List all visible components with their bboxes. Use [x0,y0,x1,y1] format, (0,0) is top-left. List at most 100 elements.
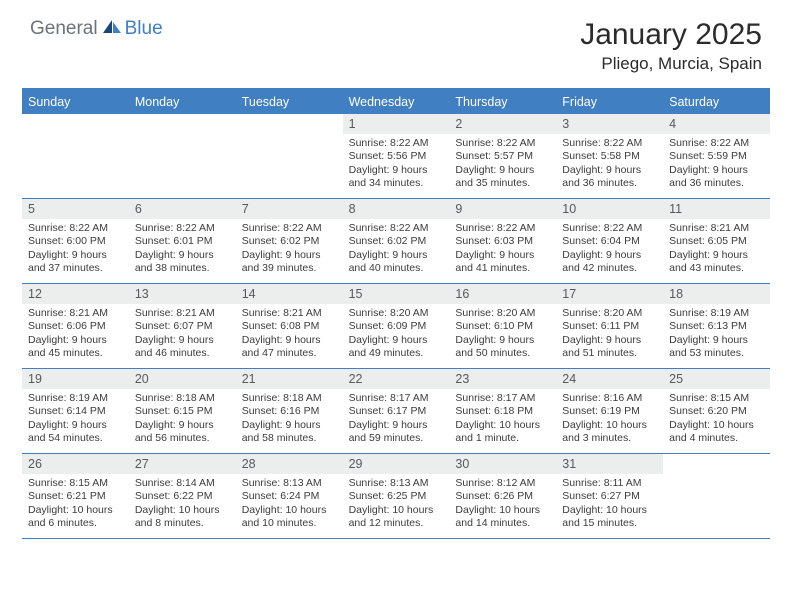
day-number: 5 [22,199,129,219]
day-cell: 14Sunrise: 8:21 AMSunset: 6:08 PMDayligh… [236,284,343,368]
weekday-header: Sunday [22,90,129,114]
day-info: Sunrise: 8:22 AMSunset: 5:57 PMDaylight:… [453,137,552,191]
info-line: and 59 minutes. [349,432,444,445]
day-info: Sunrise: 8:21 AMSunset: 6:08 PMDaylight:… [240,307,339,361]
weekday-header: Tuesday [236,90,343,114]
info-line: and 42 minutes. [562,262,657,275]
info-line: Daylight: 9 hours [562,164,657,177]
info-line: Sunset: 6:13 PM [669,320,764,333]
day-cell: 31Sunrise: 8:11 AMSunset: 6:27 PMDayligh… [556,454,663,538]
day-info: Sunrise: 8:13 AMSunset: 6:25 PMDaylight:… [347,477,446,531]
day-cell: 6Sunrise: 8:22 AMSunset: 6:01 PMDaylight… [129,199,236,283]
info-line: and 54 minutes. [28,432,123,445]
day-cell: 18Sunrise: 8:19 AMSunset: 6:13 PMDayligh… [663,284,770,368]
info-line: Sunset: 6:21 PM [28,490,123,503]
info-line: Daylight: 10 hours [669,419,764,432]
info-line: Daylight: 9 hours [242,334,337,347]
info-line: and 51 minutes. [562,347,657,360]
day-cell: 10Sunrise: 8:22 AMSunset: 6:04 PMDayligh… [556,199,663,283]
day-info: Sunrise: 8:13 AMSunset: 6:24 PMDaylight:… [240,477,339,531]
day-number: 2 [449,114,556,134]
info-line: and 34 minutes. [349,177,444,190]
day-number: 17 [556,284,663,304]
info-line: Sunset: 6:22 PM [135,490,230,503]
day-info: Sunrise: 8:18 AMSunset: 6:16 PMDaylight:… [240,392,339,446]
info-line: and 36 minutes. [562,177,657,190]
info-line: and 53 minutes. [669,347,764,360]
info-line: Daylight: 9 hours [669,334,764,347]
day-number: 8 [343,199,450,219]
info-line: and 3 minutes. [562,432,657,445]
info-line: Sunset: 6:15 PM [135,405,230,418]
weekday-header: Saturday [663,90,770,114]
info-line: Daylight: 9 hours [349,249,444,262]
info-line: Daylight: 9 hours [242,249,337,262]
day-cell: 20Sunrise: 8:18 AMSunset: 6:15 PMDayligh… [129,369,236,453]
day-number: 16 [449,284,556,304]
day-number: 3 [556,114,663,134]
info-line: Daylight: 10 hours [455,504,550,517]
day-number: 15 [343,284,450,304]
day-info: Sunrise: 8:22 AMSunset: 5:58 PMDaylight:… [560,137,659,191]
info-line: Daylight: 9 hours [349,334,444,347]
info-line: Daylight: 10 hours [242,504,337,517]
day-info: Sunrise: 8:22 AMSunset: 6:04 PMDaylight:… [560,222,659,276]
info-line: Sunrise: 8:18 AM [242,392,337,405]
day-info: Sunrise: 8:22 AMSunset: 6:02 PMDaylight:… [347,222,446,276]
info-line: Sunrise: 8:17 AM [349,392,444,405]
info-line: Sunset: 6:19 PM [562,405,657,418]
day-cell: 8 Sunrise: 8:22 AMSunset: 6:02 PMDaylight… [343,199,450,283]
day-info: Sunrise: 8:15 AMSunset: 6:20 PMDaylight:… [667,392,766,446]
day-info: Sunrise: 8:22 AMSunset: 6:01 PMDaylight:… [133,222,232,276]
day-info: Sunrise: 8:21 AMSunset: 6:06 PMDaylight:… [26,307,125,361]
info-line: Sunset: 5:56 PM [349,150,444,163]
info-line: Sunset: 6:16 PM [242,405,337,418]
day-number: 1 [343,114,450,134]
info-line: Sunset: 6:06 PM [28,320,123,333]
day-info: Sunrise: 8:20 AMSunset: 6:10 PMDaylight:… [453,307,552,361]
day-cell: 9Sunrise: 8:22 AMSunset: 6:03 PMDaylight… [449,199,556,283]
weekday-header: Wednesday [343,90,450,114]
day-cell: 25Sunrise: 8:15 AMSunset: 6:20 PMDayligh… [663,369,770,453]
weeks-container: ...1Sunrise: 8:22 AMSunset: 5:56 PMDayli… [22,114,770,539]
day-info: Sunrise: 8:21 AMSunset: 6:07 PMDaylight:… [133,307,232,361]
info-line: Sunrise: 8:22 AM [242,222,337,235]
info-line: and 37 minutes. [28,262,123,275]
info-line: Sunrise: 8:22 AM [349,137,444,150]
day-cell: 3 Sunrise: 8:22 AMSunset: 5:58 PMDaylight… [556,114,663,198]
info-line: Daylight: 9 hours [135,334,230,347]
week-row: 26Sunrise: 8:15 AMSunset: 6:21 PMDayligh… [22,454,770,539]
info-line: Sunset: 6:08 PM [242,320,337,333]
day-cell: 1 Sunrise: 8:22 AMSunset: 5:56 PMDaylight… [343,114,450,198]
info-line: Sunrise: 8:22 AM [28,222,123,235]
day-number: 31 [556,454,663,474]
day-info: Sunrise: 8:15 AMSunset: 6:21 PMDaylight:… [26,477,125,531]
info-line: Daylight: 9 hours [562,249,657,262]
day-cell: 4Sunrise: 8:22 AMSunset: 5:59 PMDaylight… [663,114,770,198]
day-number: 12 [22,284,129,304]
day-cell: 5 Sunrise: 8:22 AMSunset: 6:00 PMDaylight… [22,199,129,283]
info-line: Daylight: 9 hours [349,164,444,177]
day-number: 20 [129,369,236,389]
info-line: and 58 minutes. [242,432,337,445]
sail-icon [102,19,122,40]
day-info: Sunrise: 8:22 AMSunset: 6:00 PMDaylight:… [26,222,125,276]
info-line: Sunrise: 8:13 AM [242,477,337,490]
info-line: Sunset: 6:27 PM [562,490,657,503]
day-cell: 24Sunrise: 8:16 AMSunset: 6:19 PMDayligh… [556,369,663,453]
week-row: 5 Sunrise: 8:22 AMSunset: 6:00 PMDaylight… [22,199,770,284]
day-cell: 2 Sunrise: 8:22 AMSunset: 5:57 PMDaylight… [449,114,556,198]
info-line: Sunset: 6:25 PM [349,490,444,503]
day-cell: 27Sunrise: 8:14 AMSunset: 6:22 PMDayligh… [129,454,236,538]
week-row: 19Sunrise: 8:19 AMSunset: 6:14 PMDayligh… [22,369,770,454]
weekday-header: Friday [556,90,663,114]
day-info: Sunrise: 8:12 AMSunset: 6:26 PMDaylight:… [453,477,552,531]
info-line: and 14 minutes. [455,517,550,530]
info-line: Sunset: 6:03 PM [455,235,550,248]
info-line: Daylight: 9 hours [455,249,550,262]
info-line: Daylight: 10 hours [562,419,657,432]
info-line: Daylight: 9 hours [242,419,337,432]
info-line: Daylight: 9 hours [28,249,123,262]
day-cell: 22Sunrise: 8:17 AMSunset: 6:17 PMDayligh… [343,369,450,453]
day-number: 9 [449,199,556,219]
